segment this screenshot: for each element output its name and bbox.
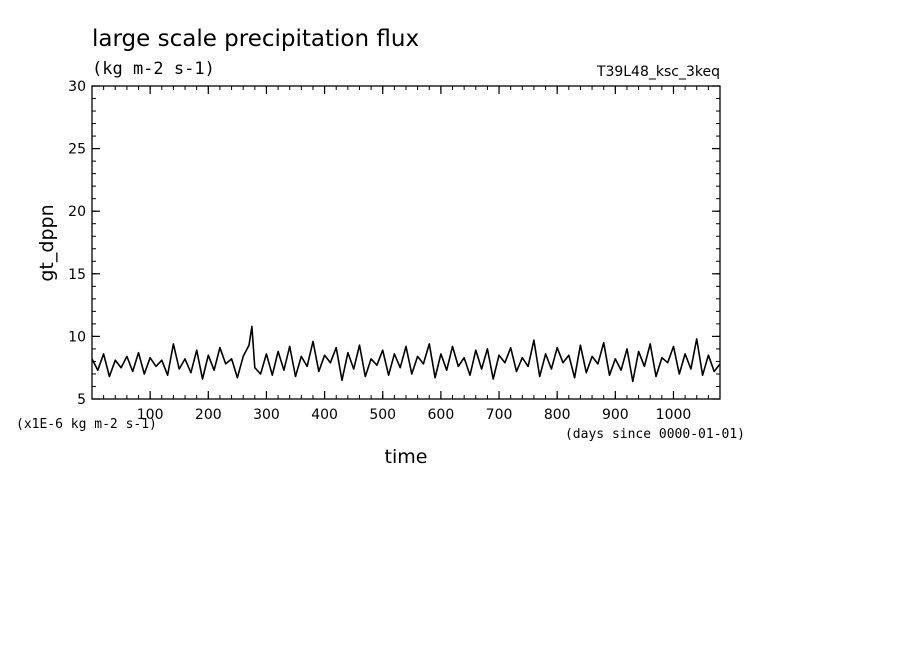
y-tick-label: 30	[68, 79, 86, 95]
chart-units: (kg m-2 s-1)	[92, 59, 215, 79]
x-tick-labels: 100 200 300 400 500 600 700 800 900 1000	[137, 407, 692, 423]
x-tick-label: 200	[195, 407, 222, 423]
major-ticks	[92, 85, 720, 400]
y-scale-note: (x1E-6 kg m-2 s-1)	[16, 417, 157, 432]
y-tick-labels: 5 10 15 20 25 30	[68, 79, 86, 408]
y-tick-label: 20	[68, 204, 86, 220]
series-line	[91, 325, 721, 383]
run-id-label: T39L48_ksc_3keq	[596, 64, 720, 80]
x-tick-label: 300	[253, 407, 280, 423]
minor-ticks	[92, 86, 720, 399]
y-tick-label: 5	[77, 392, 86, 408]
x-tick-label: 100	[137, 407, 164, 423]
x-tick-label: 800	[544, 407, 571, 423]
y-tick-label: 15	[68, 267, 86, 283]
chart-title: large scale precipitation flux	[92, 26, 419, 52]
x-tick-label: 900	[602, 407, 629, 423]
x-tick-label: 400	[311, 407, 338, 423]
x-tick-label: 500	[369, 407, 396, 423]
y-tick-label: 10	[68, 329, 86, 345]
x-tick-label: 600	[428, 407, 455, 423]
x-axis-label: time	[385, 446, 428, 468]
x-tick-label: 700	[486, 407, 513, 423]
y-tick-label: 25	[68, 142, 86, 158]
x-tick-label: 1000	[656, 407, 692, 423]
x-units-note: (days since 0000-01-01)	[565, 427, 745, 442]
y-axis-label: gt_dppn	[36, 204, 58, 281]
